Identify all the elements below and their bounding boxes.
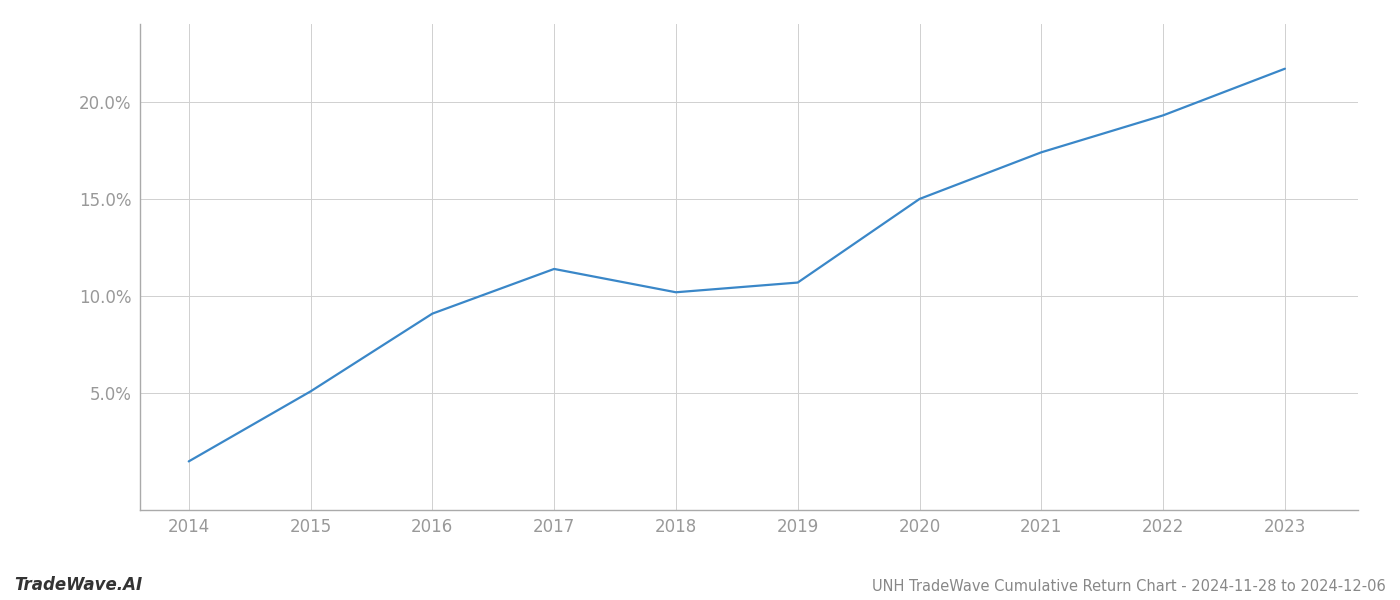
Text: TradeWave.AI: TradeWave.AI [14,576,143,594]
Text: UNH TradeWave Cumulative Return Chart - 2024-11-28 to 2024-12-06: UNH TradeWave Cumulative Return Chart - … [872,579,1386,594]
